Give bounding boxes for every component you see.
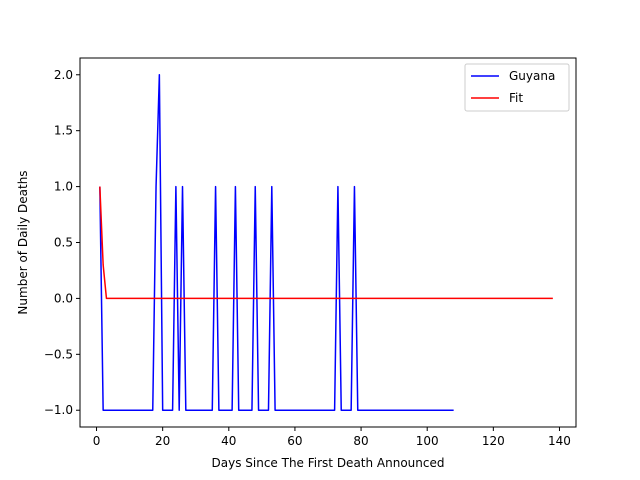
x-tick-label: 0 [93, 434, 101, 448]
x-tick-label: 20 [155, 434, 170, 448]
legend-label: Fit [509, 91, 523, 105]
y-tick-label: 2.0 [54, 68, 73, 82]
x-tick-label: 40 [221, 434, 236, 448]
y-tick-label: −0.5 [44, 347, 73, 361]
series-line-fit [99, 186, 553, 300]
y-axis-ticks: −1.0 −0.5 0.0 0.5 1.0 1.5 2.0 [44, 68, 80, 417]
plot-background [80, 58, 576, 427]
y-tick-label: −1.0 [44, 403, 73, 417]
legend: Guyana Fit [464, 63, 570, 112]
x-tick-label: 100 [416, 434, 439, 448]
x-axis-label: Days Since The First Death Announced [212, 456, 445, 470]
legend-label: Guyana [509, 69, 555, 83]
x-tick-label: 60 [287, 434, 302, 448]
x-tick-label: 80 [353, 434, 368, 448]
series-layer [99, 74, 553, 411]
x-axis-ticks: 0 20 40 60 80 100 120 140 [93, 427, 571, 448]
y-tick-label: 1.0 [54, 180, 73, 194]
x-tick-label: 120 [482, 434, 505, 448]
y-axis-label: Number of Daily Deaths [16, 170, 30, 314]
x-tick-label: 140 [548, 434, 571, 448]
y-tick-label: 1.5 [54, 124, 73, 138]
y-tick-label: 0.5 [54, 236, 73, 250]
y-tick-label: 0.0 [54, 291, 73, 305]
